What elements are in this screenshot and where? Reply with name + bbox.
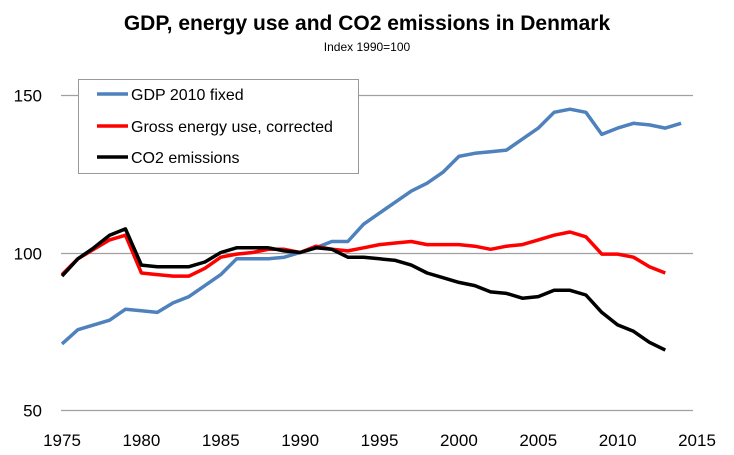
chart-subtitle: Index 1990=100: [324, 40, 411, 54]
y-tick-label: 50: [23, 402, 42, 421]
series-line-3: [60, 227, 667, 352]
y-tick-label: 100: [14, 245, 42, 264]
x-tick-label: 1990: [281, 431, 319, 450]
series-line-2: [60, 230, 666, 278]
x-tick-label: 1995: [361, 431, 399, 450]
x-tick-label: 2000: [440, 431, 478, 450]
y-tick-label: 150: [14, 87, 42, 106]
x-tick-label: 2005: [519, 431, 557, 450]
legend-label: Gross energy use, corrected: [131, 119, 333, 136]
x-tick-label: 2015: [678, 431, 716, 450]
x-tick-label: 1975: [43, 431, 81, 450]
x-tick-label: 1985: [202, 431, 240, 450]
chart-title: GDP, energy use and CO2 emissions in Den…: [124, 12, 611, 35]
x-tick-label: 2010: [599, 431, 637, 450]
series-line-1: [60, 107, 682, 346]
legend-label: GDP 2010 fixed: [131, 87, 244, 104]
x-tick-label: 1980: [122, 431, 160, 450]
legend: GDP 2010 fixed Gross energy use, correcte…: [78, 79, 359, 174]
legend-label: CO2 emissions: [131, 150, 239, 167]
